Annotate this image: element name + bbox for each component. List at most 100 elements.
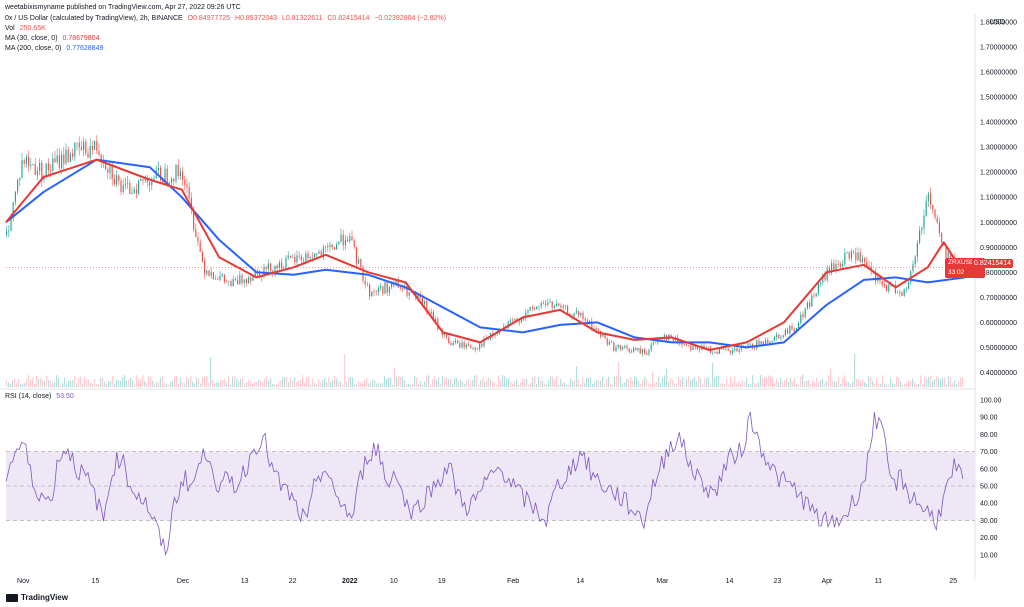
volume-bar bbox=[544, 383, 546, 387]
candle-body bbox=[870, 266, 872, 271]
volume-bar bbox=[550, 375, 552, 387]
volume-bar bbox=[368, 383, 370, 387]
candle-body bbox=[190, 198, 192, 210]
candle-body bbox=[591, 320, 593, 331]
candle-body bbox=[892, 283, 894, 285]
volume-bar bbox=[948, 376, 950, 387]
candle-body bbox=[921, 228, 923, 231]
candle-body bbox=[373, 291, 375, 293]
volume-bar bbox=[674, 383, 676, 387]
volume-bar bbox=[186, 377, 188, 387]
volume-bar bbox=[568, 384, 570, 387]
candle-body bbox=[626, 345, 628, 349]
volume-bar bbox=[190, 375, 192, 387]
volume-bar bbox=[908, 380, 910, 387]
x-tick-label: Nov bbox=[17, 578, 30, 585]
volume-bar bbox=[752, 375, 754, 387]
volume-bar bbox=[762, 378, 764, 387]
volume-bar bbox=[896, 376, 898, 387]
price-tick-label: 1.50000000 bbox=[980, 95, 1017, 102]
candle-body bbox=[366, 284, 368, 285]
volume-bar bbox=[772, 377, 774, 387]
candle-body bbox=[523, 317, 525, 320]
volume-bar bbox=[398, 375, 400, 387]
volume-bar bbox=[198, 378, 200, 387]
candle-body bbox=[410, 292, 412, 293]
tradingview-logo[interactable]: TradingView bbox=[6, 593, 68, 602]
candle-body bbox=[932, 204, 934, 210]
candle-body bbox=[474, 347, 476, 350]
candle-body bbox=[432, 311, 434, 321]
x-tick-label: 11 bbox=[875, 578, 882, 585]
volume-bar bbox=[354, 384, 356, 387]
candle-body bbox=[448, 336, 450, 343]
volume-bar bbox=[834, 381, 836, 387]
volume-bar bbox=[402, 376, 404, 387]
candle-body bbox=[652, 342, 654, 345]
volume-bar bbox=[90, 382, 92, 387]
volume-bar bbox=[962, 377, 964, 387]
volume-bar bbox=[474, 375, 476, 387]
volume-bar bbox=[338, 381, 340, 387]
candle-body bbox=[237, 279, 239, 285]
candle-body bbox=[179, 171, 181, 177]
volume-bar bbox=[230, 384, 232, 387]
volume-bar bbox=[238, 381, 240, 387]
volume-bar bbox=[380, 383, 382, 387]
candle-body bbox=[232, 279, 234, 287]
volume-bar bbox=[274, 384, 276, 387]
volume-bar bbox=[384, 376, 386, 387]
ma200-value: 0.77628849 bbox=[66, 45, 104, 52]
candle-body bbox=[19, 178, 21, 181]
volume-bar bbox=[392, 384, 394, 387]
volume-bar bbox=[304, 382, 306, 387]
volume-bar bbox=[80, 376, 82, 387]
volume-bar bbox=[182, 382, 184, 387]
volume-bar bbox=[396, 377, 398, 387]
volume-bar bbox=[202, 377, 204, 387]
volume-bar bbox=[566, 384, 568, 387]
price-tag-value: 0.82415414 bbox=[972, 259, 1013, 268]
candle-body bbox=[118, 175, 120, 181]
candle-body bbox=[886, 285, 888, 292]
candle-body bbox=[72, 153, 74, 157]
price-tick-label: 0.60000000 bbox=[980, 320, 1017, 327]
volume-bar bbox=[524, 378, 526, 387]
volume-bar bbox=[508, 378, 510, 387]
volume-bar bbox=[482, 377, 484, 387]
candle-body bbox=[646, 353, 648, 355]
volume-bar bbox=[588, 377, 590, 387]
candle-body bbox=[514, 319, 516, 321]
volume-bar bbox=[546, 384, 548, 387]
volume-bar bbox=[244, 383, 246, 387]
volume-bar bbox=[510, 381, 512, 387]
volume-bar bbox=[344, 353, 346, 387]
volume-bar bbox=[640, 383, 642, 387]
ma30-line bbox=[5, 158, 966, 351]
ohlc-close: C0.82415414 bbox=[327, 15, 370, 22]
candle-body bbox=[184, 179, 186, 185]
rsi-legend: RSI (14, close) 53.50 bbox=[5, 392, 74, 402]
volume-bar bbox=[372, 378, 374, 387]
volume-bar bbox=[310, 384, 312, 387]
volume-bar bbox=[810, 384, 812, 387]
candle-body bbox=[67, 149, 69, 162]
x-tick-label: 10 bbox=[390, 578, 398, 585]
candle-body bbox=[527, 310, 529, 313]
candle-body bbox=[151, 180, 153, 186]
candle-body bbox=[307, 253, 309, 259]
volume-bar bbox=[782, 381, 784, 387]
volume-bar bbox=[276, 384, 278, 387]
candle-body bbox=[10, 218, 12, 231]
volume-bar bbox=[208, 382, 210, 387]
volume-bar bbox=[64, 377, 66, 387]
candle-body bbox=[586, 320, 588, 323]
candle-body bbox=[584, 318, 586, 321]
volume-bar bbox=[434, 375, 436, 387]
price-tick-label: 1.10000000 bbox=[980, 195, 1017, 202]
volume-bar bbox=[696, 380, 698, 387]
volume-bar bbox=[564, 382, 566, 387]
volume-bar bbox=[774, 382, 776, 387]
volume-bar bbox=[218, 382, 220, 387]
